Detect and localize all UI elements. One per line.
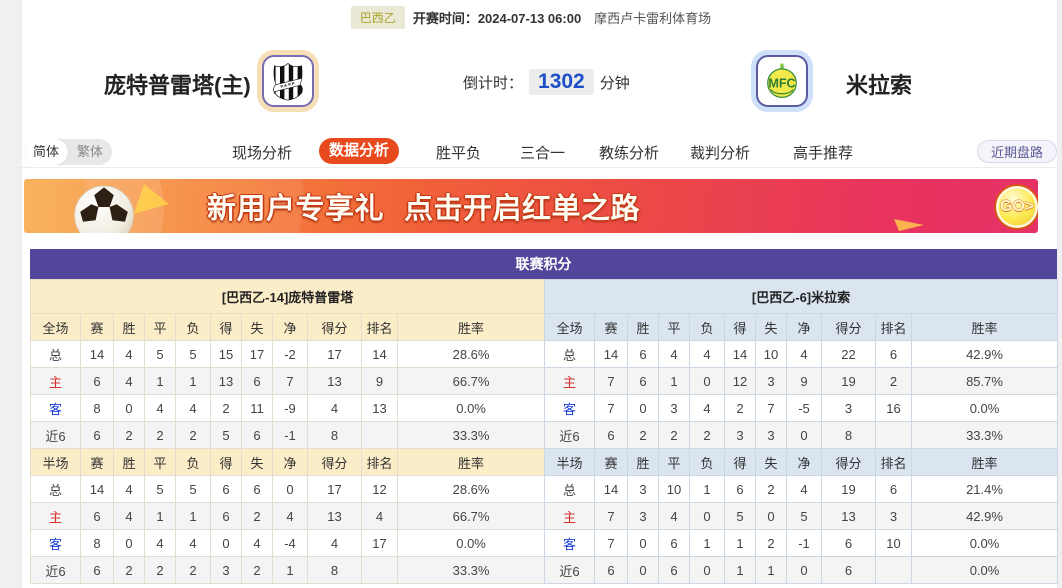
svg-text:MFC: MFC <box>768 77 795 91</box>
